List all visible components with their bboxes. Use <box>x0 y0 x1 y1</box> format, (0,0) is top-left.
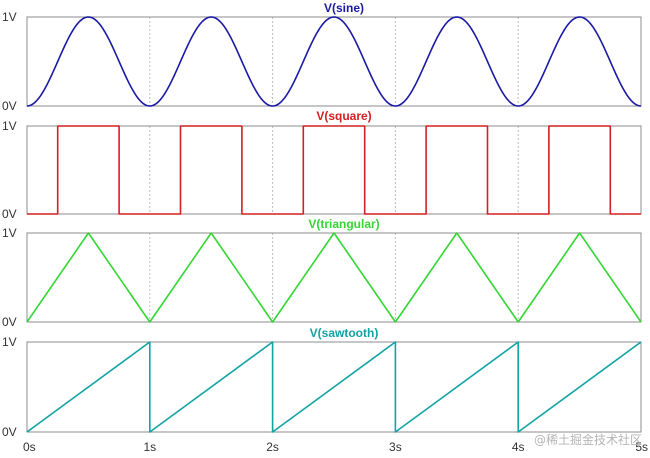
square-ytick-0: 0V <box>2 207 17 221</box>
sawtooth-frame <box>26 341 642 433</box>
x-tick-4: 4s <box>512 440 525 454</box>
sine-ytick-0: 0V <box>2 99 17 113</box>
x-tick-3: 3s <box>389 440 402 454</box>
triangular-ytick-1: 1V <box>2 226 17 240</box>
sine-trace <box>26 16 642 107</box>
triangular-ytick-0: 0V <box>2 315 17 329</box>
x-tick-5: 5s <box>635 440 648 454</box>
watermark-text: @稀土掘金技术社区 <box>533 433 642 447</box>
x-tick-0: 0s <box>23 440 36 454</box>
square-ytick-1: 1V <box>2 119 17 133</box>
sine-title: V(sine) <box>324 1 364 15</box>
square-trace <box>27 125 641 215</box>
x-tick-2: 2s <box>266 440 279 454</box>
x-tick-1: 1s <box>143 440 156 454</box>
sawtooth-ytick-0: 0V <box>2 425 17 439</box>
square-title: V(square) <box>316 109 371 123</box>
triangular-title: V(triangular) <box>308 217 379 231</box>
sawtooth-ytick-1: 1V <box>2 335 17 349</box>
triangular-trace <box>26 232 642 323</box>
sawtooth-title: V(sawtooth) <box>310 326 379 340</box>
sine-ytick-1: 1V <box>2 10 17 24</box>
sawtooth-trace <box>26 341 642 433</box>
